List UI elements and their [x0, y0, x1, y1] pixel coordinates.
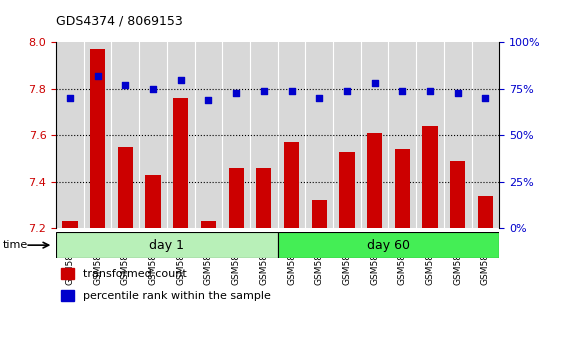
Text: day 60: day 60 [367, 239, 410, 252]
Point [287, 88, 296, 94]
Bar [228, 168, 244, 228]
Bar [250, 42, 278, 228]
Bar [311, 200, 327, 228]
Bar [167, 42, 195, 228]
Point [232, 90, 241, 96]
Bar [361, 42, 388, 228]
Bar [395, 149, 410, 228]
Bar [90, 50, 105, 228]
Text: transformed count: transformed count [82, 269, 186, 279]
Text: GDS4374 / 8069153: GDS4374 / 8069153 [56, 14, 183, 27]
Point [66, 96, 75, 101]
Bar [195, 42, 222, 228]
Bar [333, 42, 361, 228]
Bar [112, 42, 139, 228]
Point [481, 96, 490, 101]
Bar [339, 152, 355, 228]
Bar [422, 126, 438, 228]
Text: time: time [3, 240, 28, 250]
Bar [256, 168, 272, 228]
Point [121, 82, 130, 88]
Bar [201, 221, 216, 228]
Bar [145, 175, 160, 228]
Bar [305, 42, 333, 228]
Bar [367, 133, 382, 228]
Bar [472, 42, 499, 228]
Bar [478, 196, 493, 228]
Point [259, 88, 268, 94]
Bar [278, 42, 305, 228]
Bar [61, 268, 74, 279]
Bar [62, 221, 77, 228]
Bar [56, 42, 84, 228]
Point [398, 88, 407, 94]
Bar [444, 42, 472, 228]
Bar [56, 232, 278, 258]
Bar [222, 42, 250, 228]
Point [315, 96, 324, 101]
Point [204, 97, 213, 103]
Point [342, 88, 351, 94]
Bar [139, 42, 167, 228]
Point [176, 77, 185, 82]
Bar [416, 42, 444, 228]
Text: day 1: day 1 [149, 239, 185, 252]
Bar [61, 290, 74, 301]
Bar [278, 232, 499, 258]
Bar [118, 147, 133, 228]
Point [370, 81, 379, 86]
Bar [284, 142, 299, 228]
Bar [388, 42, 416, 228]
Point [426, 88, 435, 94]
Point [453, 90, 462, 96]
Bar [84, 42, 112, 228]
Point [93, 73, 102, 79]
Text: percentile rank within the sample: percentile rank within the sample [82, 291, 270, 301]
Bar [173, 98, 188, 228]
Point [149, 86, 158, 92]
Bar [450, 161, 466, 228]
